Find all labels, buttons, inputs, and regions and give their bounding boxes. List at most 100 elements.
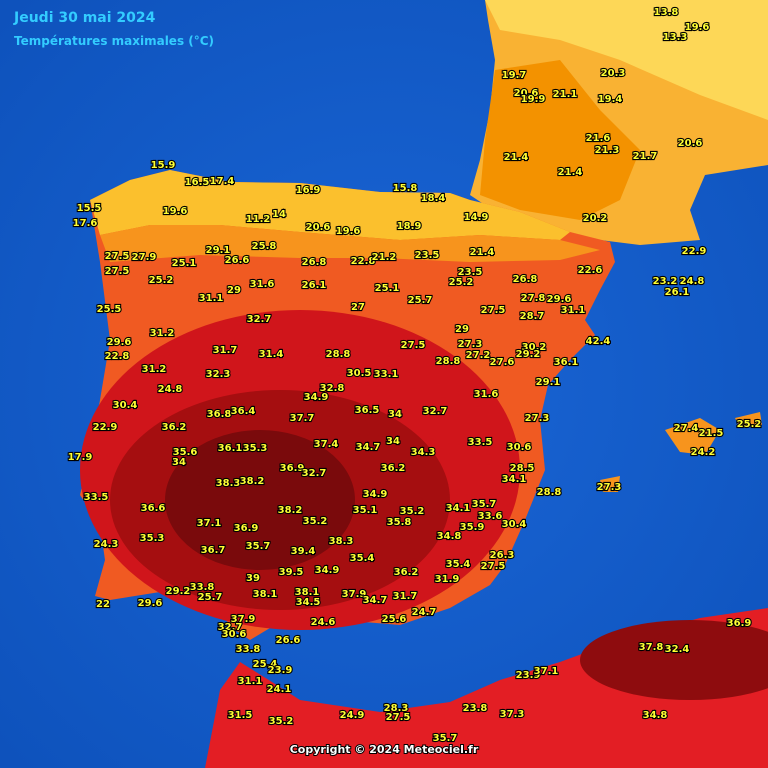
temperature-label: 18.4 — [421, 193, 446, 204]
temperature-label: 37.8 — [639, 642, 664, 653]
temperature-label: 28.5 — [510, 463, 535, 474]
temperature-label: 20.2 — [583, 213, 608, 224]
temperature-label: 24.9 — [340, 710, 365, 721]
temperature-label: 21.4 — [504, 152, 529, 163]
temperature-label: 34.3 — [411, 447, 436, 458]
temperature-label: 21.7 — [633, 151, 658, 162]
temperature-label: 36.9 — [280, 463, 305, 474]
france-warm — [480, 60, 640, 220]
temperature-label: 35.7 — [472, 499, 497, 510]
temperature-label: 38.1 — [253, 589, 278, 600]
temperature-label: 31.2 — [150, 328, 175, 339]
subtitle: Températures maximales (°C) — [14, 34, 214, 48]
temperature-label: 19.4 — [598, 94, 623, 105]
temperature-label: 14 — [272, 209, 286, 220]
temperature-label: 30.4 — [113, 400, 138, 411]
temperature-label: 34.9 — [315, 565, 340, 576]
temperature-label: 24.2 — [691, 447, 716, 458]
temperature-label: 26.8 — [513, 274, 538, 285]
temperature-label: 24.7 — [412, 607, 437, 618]
temperature-label: 34.8 — [437, 531, 462, 542]
temperature-label: 25.8 — [252, 241, 277, 252]
temperature-label: 35.3 — [243, 443, 268, 454]
temperature-label: 35.6 — [173, 447, 198, 458]
iberia-north-cool — [90, 170, 570, 240]
temperature-label: 35.9 — [460, 522, 485, 533]
temperature-label: 35.4 — [350, 553, 375, 564]
temperature-label: 25.7 — [408, 295, 433, 306]
temperature-label: 34.7 — [363, 595, 388, 606]
temperature-label: 17.9 — [68, 452, 93, 463]
temperature-label: 37.1 — [197, 518, 222, 529]
temperature-label: 25.4 — [253, 659, 278, 670]
temperature-label: 19.6 — [685, 22, 710, 33]
temperature-label: 33.5 — [468, 437, 493, 448]
temperature-label: 15.5 — [77, 203, 102, 214]
temperature-label: 24.8 — [158, 384, 183, 395]
temperature-label: 35.2 — [303, 516, 328, 527]
temperature-label: 34.1 — [502, 474, 527, 485]
mallorca — [665, 418, 720, 455]
temperature-label: 33.8 — [236, 644, 261, 655]
temperature-label: 25.5 — [97, 304, 122, 315]
temperature-label: 30.2 — [522, 342, 547, 353]
temperature-label: 20.6 — [678, 138, 703, 149]
temperature-label: 28.8 — [537, 487, 562, 498]
temperature-label: 25.1 — [172, 258, 197, 269]
hottest-zone — [165, 430, 355, 570]
temperature-label: 38.3 — [329, 536, 354, 547]
temperature-label: 27.3 — [458, 339, 483, 350]
temperature-label: 39.5 — [279, 567, 304, 578]
temperature-label: 23.9 — [268, 665, 293, 676]
temperature-label: 21.5 — [699, 428, 724, 439]
temperature-label: 31.6 — [474, 389, 499, 400]
temperature-label: 31.1 — [238, 676, 263, 687]
title: Jeudi 30 mai 2024 — [13, 10, 156, 26]
temperature-label: 35.7 — [433, 733, 458, 744]
temperature-label: 31.1 — [561, 305, 586, 316]
temperature-label: 34.5 — [296, 597, 321, 608]
temperature-label: 36.1 — [218, 443, 243, 454]
temperature-label: 32.7 — [247, 314, 272, 325]
temperature-label: 31.7 — [213, 345, 238, 356]
temperature-label: 23.2 — [653, 276, 678, 287]
temperature-label: 36.4 — [231, 406, 256, 417]
temperature-label: 23.8 — [463, 703, 488, 714]
temperature-label: 23.5 — [415, 250, 440, 261]
temperature-label: 25.6 — [382, 614, 407, 625]
temperature-label: 20.6 — [514, 88, 539, 99]
temperature-label: 38.2 — [240, 476, 265, 487]
temperature-label: 32.8 — [320, 383, 345, 394]
temperature-label: 22.9 — [93, 422, 118, 433]
temperature-label: 29.2 — [166, 586, 191, 597]
temperature-label: 29.6 — [107, 337, 132, 348]
temperature-label: 25.7 — [198, 592, 223, 603]
temperature-label: 35.2 — [400, 506, 425, 517]
temperature-label: 19.6 — [163, 206, 188, 217]
temperature-label: 24.1 — [267, 684, 292, 695]
temperature-label: 31.5 — [228, 710, 253, 721]
temperature-label: 29.1 — [536, 377, 561, 388]
temperature-label: 27.6 — [490, 357, 515, 368]
temperature-label: 27.5 — [105, 266, 130, 277]
temperature-label: 34 — [386, 436, 400, 447]
temperature-label: 35.8 — [387, 517, 412, 528]
temperature-label: 38.1 — [295, 587, 320, 598]
temperature-label: 32.4 — [665, 644, 690, 655]
temperature-label: 33.1 — [374, 369, 399, 380]
temperature-label: 27.9 — [132, 252, 157, 263]
temperature-label: 31.6 — [250, 279, 275, 290]
temperature-label: 27.3 — [597, 482, 622, 493]
temperature-label: 21.4 — [470, 247, 495, 258]
temperature-label: 36.8 — [207, 409, 232, 420]
temperature-label: 39 — [246, 573, 260, 584]
temperature-label: 32.3 — [206, 369, 231, 380]
temperature-label: 27.5 — [481, 561, 506, 572]
temperature-label: 35.7 — [246, 541, 271, 552]
temperature-label: 35.2 — [269, 716, 294, 727]
temperature-label: 27.5 — [386, 712, 411, 723]
temperature-label: 37.1 — [534, 666, 559, 677]
temperature-label: 39.4 — [291, 546, 316, 557]
temperature-label: 37.3 — [500, 709, 525, 720]
